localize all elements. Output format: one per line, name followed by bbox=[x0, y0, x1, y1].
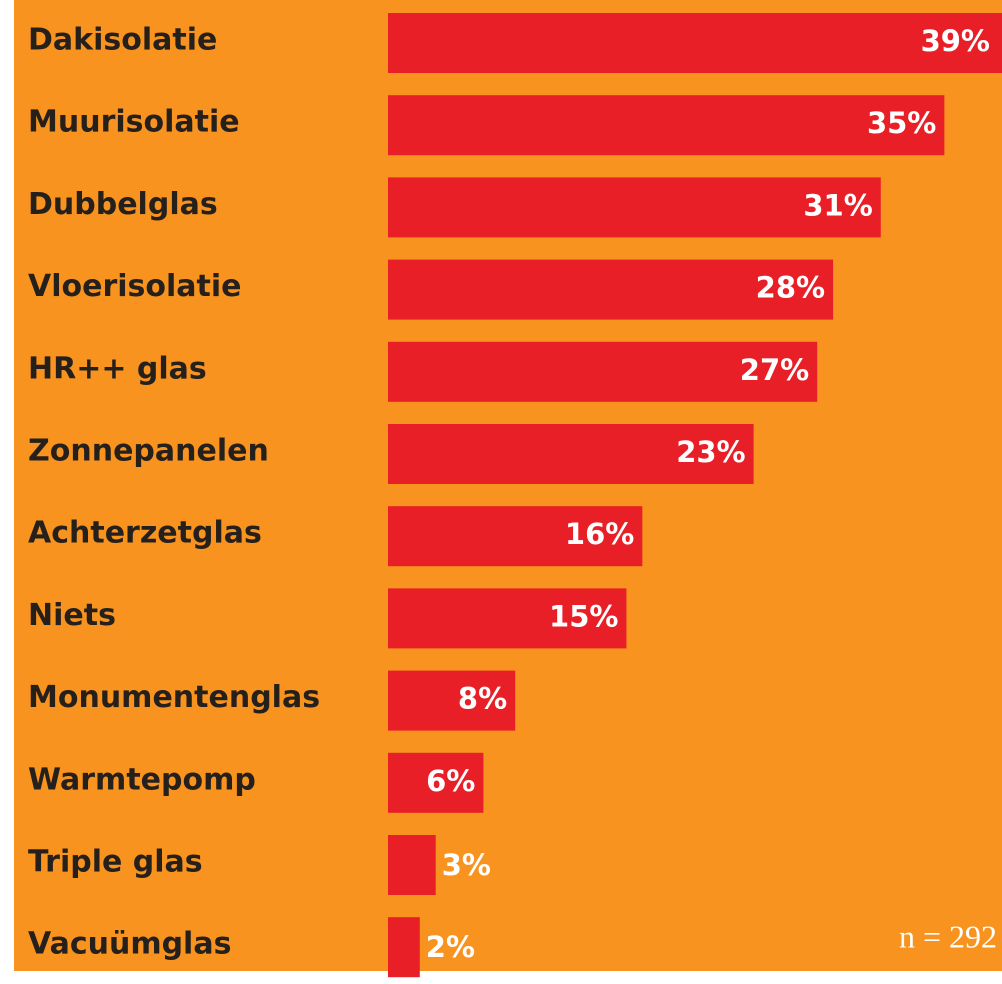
bar bbox=[388, 835, 436, 895]
bar bbox=[388, 670, 516, 731]
bar bbox=[388, 752, 484, 813]
value-label: 35% bbox=[867, 106, 936, 140]
bar bbox=[388, 917, 420, 978]
category-label: Niets bbox=[28, 598, 116, 633]
bar bbox=[388, 424, 754, 484]
bar bbox=[388, 506, 643, 567]
bar bbox=[388, 588, 627, 649]
category-label: Muurisolatie bbox=[28, 105, 240, 140]
value-label: 16% bbox=[565, 517, 634, 551]
bar bbox=[388, 177, 881, 238]
category-label: Warmtepomp bbox=[28, 762, 256, 797]
bar bbox=[388, 95, 945, 156]
category-label: HR++ glas bbox=[28, 351, 207, 386]
category-label: Monumentenglas bbox=[28, 680, 320, 715]
value-label: 23% bbox=[676, 435, 745, 469]
annotation: n = 292 bbox=[899, 918, 997, 954]
category-label: Dubbelglas bbox=[28, 187, 218, 222]
category-label: Vloerisolatie bbox=[28, 269, 242, 304]
category-label: Zonnepanelen bbox=[28, 434, 269, 469]
category-label: Achterzetglas bbox=[28, 516, 262, 551]
bar bbox=[388, 13, 1002, 73]
category-label: Triple glas bbox=[28, 845, 203, 880]
value-label: 15% bbox=[549, 599, 618, 633]
value-label: 31% bbox=[803, 188, 872, 222]
bar bbox=[388, 341, 818, 402]
background bbox=[14, 0, 1002, 971]
bar bbox=[388, 259, 834, 320]
value-label: 39% bbox=[921, 24, 990, 58]
value-label: 8% bbox=[458, 682, 507, 716]
value-label: 2% bbox=[426, 930, 475, 964]
value-label: 27% bbox=[740, 353, 809, 387]
value-label: 28% bbox=[756, 271, 825, 305]
value-label: 6% bbox=[426, 764, 475, 798]
category-label: Dakisolatie bbox=[28, 23, 217, 58]
category-label: Vacuümglas bbox=[28, 927, 231, 962]
value-label: 3% bbox=[442, 848, 491, 882]
